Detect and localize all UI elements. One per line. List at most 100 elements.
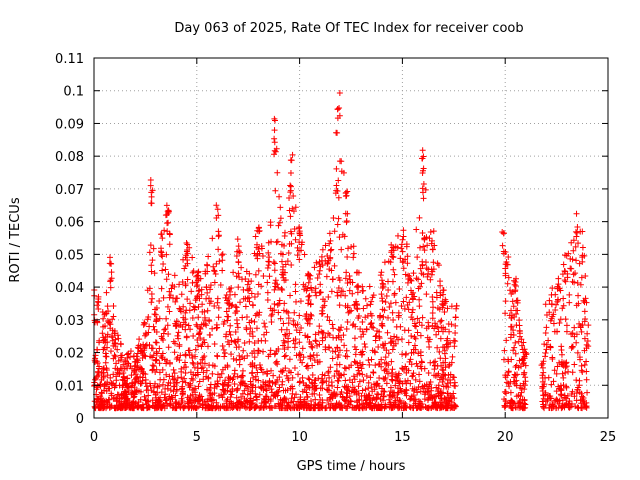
data-point (133, 374, 140, 381)
data-point (376, 333, 383, 340)
data-point (391, 292, 398, 299)
data-point (385, 287, 392, 294)
data-point (231, 381, 238, 388)
data-point (546, 297, 553, 304)
data-point (281, 353, 288, 360)
data-point (206, 331, 213, 338)
data-point (100, 369, 107, 376)
data-point (341, 364, 348, 371)
data-point (378, 269, 385, 276)
data-point (511, 281, 518, 288)
data-point (324, 397, 331, 404)
data-point (350, 321, 357, 328)
data-point (335, 215, 342, 222)
data-point (117, 356, 124, 363)
data-point (417, 332, 424, 339)
data-point (179, 378, 186, 385)
data-point (508, 307, 515, 314)
data-point (290, 398, 297, 405)
data-point (419, 147, 426, 154)
data-point (442, 396, 449, 403)
data-point (397, 398, 404, 405)
data-point (242, 404, 249, 411)
data-point (146, 249, 153, 256)
data-point (112, 336, 119, 343)
data-point (223, 397, 230, 404)
data-point (189, 315, 196, 322)
data-point (204, 262, 211, 269)
data-point (512, 372, 519, 379)
data-point (561, 252, 568, 259)
data-point (158, 231, 165, 238)
data-point (444, 390, 451, 397)
data-point (173, 295, 180, 302)
data-point (367, 374, 374, 381)
data-point (424, 273, 431, 280)
data-point (330, 325, 337, 332)
data-point (388, 405, 395, 412)
data-point (224, 383, 231, 390)
data-point (402, 404, 409, 411)
data-point (179, 279, 186, 286)
data-point (258, 366, 265, 373)
data-point (522, 378, 529, 385)
data-point (215, 246, 222, 253)
data-point (158, 335, 165, 342)
data-point (244, 399, 251, 406)
data-point (256, 391, 263, 398)
data-point (272, 277, 279, 284)
data-point (150, 389, 157, 396)
data-point (348, 243, 355, 250)
data-point (299, 374, 306, 381)
data-point (428, 266, 435, 273)
data-point (161, 227, 168, 234)
data-point (239, 378, 246, 385)
data-point (129, 365, 136, 372)
data-point (329, 276, 336, 283)
data-point (233, 304, 240, 311)
data-point (326, 345, 333, 352)
data-point (505, 274, 512, 281)
data-point (187, 369, 194, 376)
data-point (251, 339, 258, 346)
data-point (283, 372, 290, 379)
data-point (367, 321, 374, 328)
data-point (271, 260, 278, 267)
data-point (122, 358, 129, 365)
data-point (414, 254, 421, 261)
data-point (577, 397, 584, 404)
data-point (122, 395, 129, 402)
data-point (314, 342, 321, 349)
data-point (581, 308, 588, 315)
data-point (440, 324, 447, 331)
data-point (206, 295, 213, 302)
data-point (353, 298, 360, 305)
data-point (364, 302, 371, 309)
data-point (189, 279, 196, 286)
data-point (547, 401, 554, 408)
data-point (507, 389, 514, 396)
data-point (186, 307, 193, 314)
x-axis-label: GPS time / hours (297, 459, 406, 474)
data-point (185, 322, 192, 329)
data-point (178, 374, 185, 381)
data-point (578, 328, 585, 335)
data-point (379, 323, 386, 330)
data-point (435, 328, 442, 335)
data-point (331, 262, 338, 269)
data-point (195, 288, 202, 295)
data-point (116, 370, 123, 377)
data-point (150, 363, 157, 370)
data-point (434, 388, 441, 395)
data-point (547, 317, 554, 324)
data-point (290, 208, 297, 215)
data-point (192, 353, 199, 360)
data-point (552, 307, 559, 314)
data-point (258, 245, 265, 252)
data-point (203, 322, 210, 329)
data-point (329, 382, 336, 389)
data-point (393, 334, 400, 341)
data-point (163, 371, 170, 378)
data-point (251, 318, 258, 325)
data-point (519, 356, 526, 363)
